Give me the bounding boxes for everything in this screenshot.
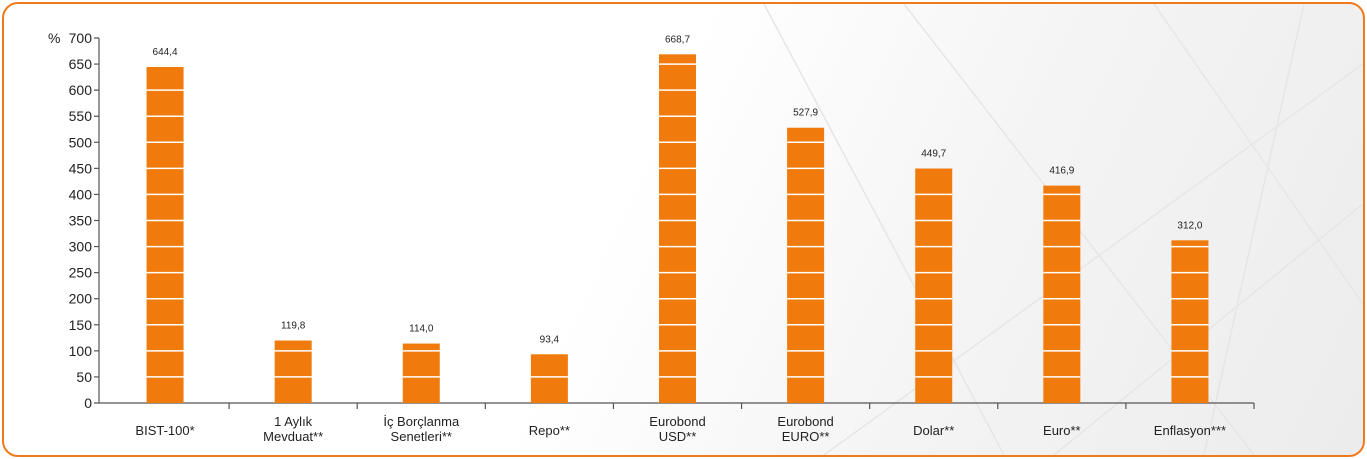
value-label: 416,9 xyxy=(1049,166,1074,177)
y-tick-label: 550 xyxy=(69,108,93,124)
category-label: İç Borçlanma xyxy=(383,414,460,429)
y-tick-label: 350 xyxy=(69,213,93,229)
bar xyxy=(915,168,953,403)
decor-line xyxy=(1053,203,1363,455)
decor-line xyxy=(823,63,1363,455)
axes: 0 50 100 150 200 250 300 350 400 450 500 550 600 650 7… xyxy=(48,30,1255,411)
value-label: 114,0 xyxy=(409,324,434,335)
category-label: 1 Aylık xyxy=(274,414,313,429)
category-label: Enflasyon*** xyxy=(1154,423,1226,438)
y-tick-label: 450 xyxy=(69,160,93,176)
y-tick-label: 200 xyxy=(69,291,93,307)
bar xyxy=(146,66,184,403)
category-label: Senetleri** xyxy=(391,429,452,444)
category-label: EURO** xyxy=(782,429,830,444)
bars xyxy=(146,54,1209,404)
category-label: Eurobond xyxy=(777,414,833,429)
value-label: 119,8 xyxy=(281,321,306,332)
category-label: Repo** xyxy=(529,423,570,438)
y-axis-unit: % xyxy=(48,30,60,46)
y-tick-label: 500 xyxy=(69,134,93,150)
category-label: Euro** xyxy=(1043,423,1081,438)
y-tick-label: 600 xyxy=(69,82,93,98)
value-label: 449,7 xyxy=(921,149,946,160)
bar xyxy=(659,54,696,404)
category-label: USD** xyxy=(659,429,697,444)
bar xyxy=(530,354,568,403)
y-tick-label: 0 xyxy=(84,395,92,411)
bar xyxy=(787,127,825,403)
value-label: 312,0 xyxy=(1177,220,1202,231)
y-tick-label: 50 xyxy=(76,369,92,385)
bar xyxy=(274,340,312,403)
category-label: Mevduat** xyxy=(263,429,323,444)
bar xyxy=(1043,185,1081,403)
y-tick-label: 250 xyxy=(69,265,93,281)
background-decoration xyxy=(763,4,1363,455)
y-tick-label: 400 xyxy=(69,186,93,202)
y-tick-label: 150 xyxy=(69,317,93,333)
category-label: Dolar** xyxy=(913,423,954,438)
category-label: BIST-100* xyxy=(135,423,194,438)
y-tick-label: 650 xyxy=(69,56,93,72)
bar xyxy=(1171,240,1209,403)
value-label: 93,4 xyxy=(540,334,560,345)
value-label: 668,7 xyxy=(665,34,690,45)
y-tick-label: 300 xyxy=(69,239,93,255)
category-label: Eurobond xyxy=(649,414,705,429)
decor-line xyxy=(1153,4,1363,305)
bar xyxy=(402,343,440,403)
value-label: 527,9 xyxy=(793,108,818,119)
value-label: 644,4 xyxy=(153,47,178,58)
decor-line xyxy=(1203,4,1305,455)
bar-chart: 0 50 100 150 200 250 300 350 400 450 500 550 600 650 7… xyxy=(48,4,1363,455)
decor-line xyxy=(763,4,1005,455)
y-tick-label: 700 xyxy=(69,30,93,46)
y-tick-label: 100 xyxy=(69,343,93,359)
